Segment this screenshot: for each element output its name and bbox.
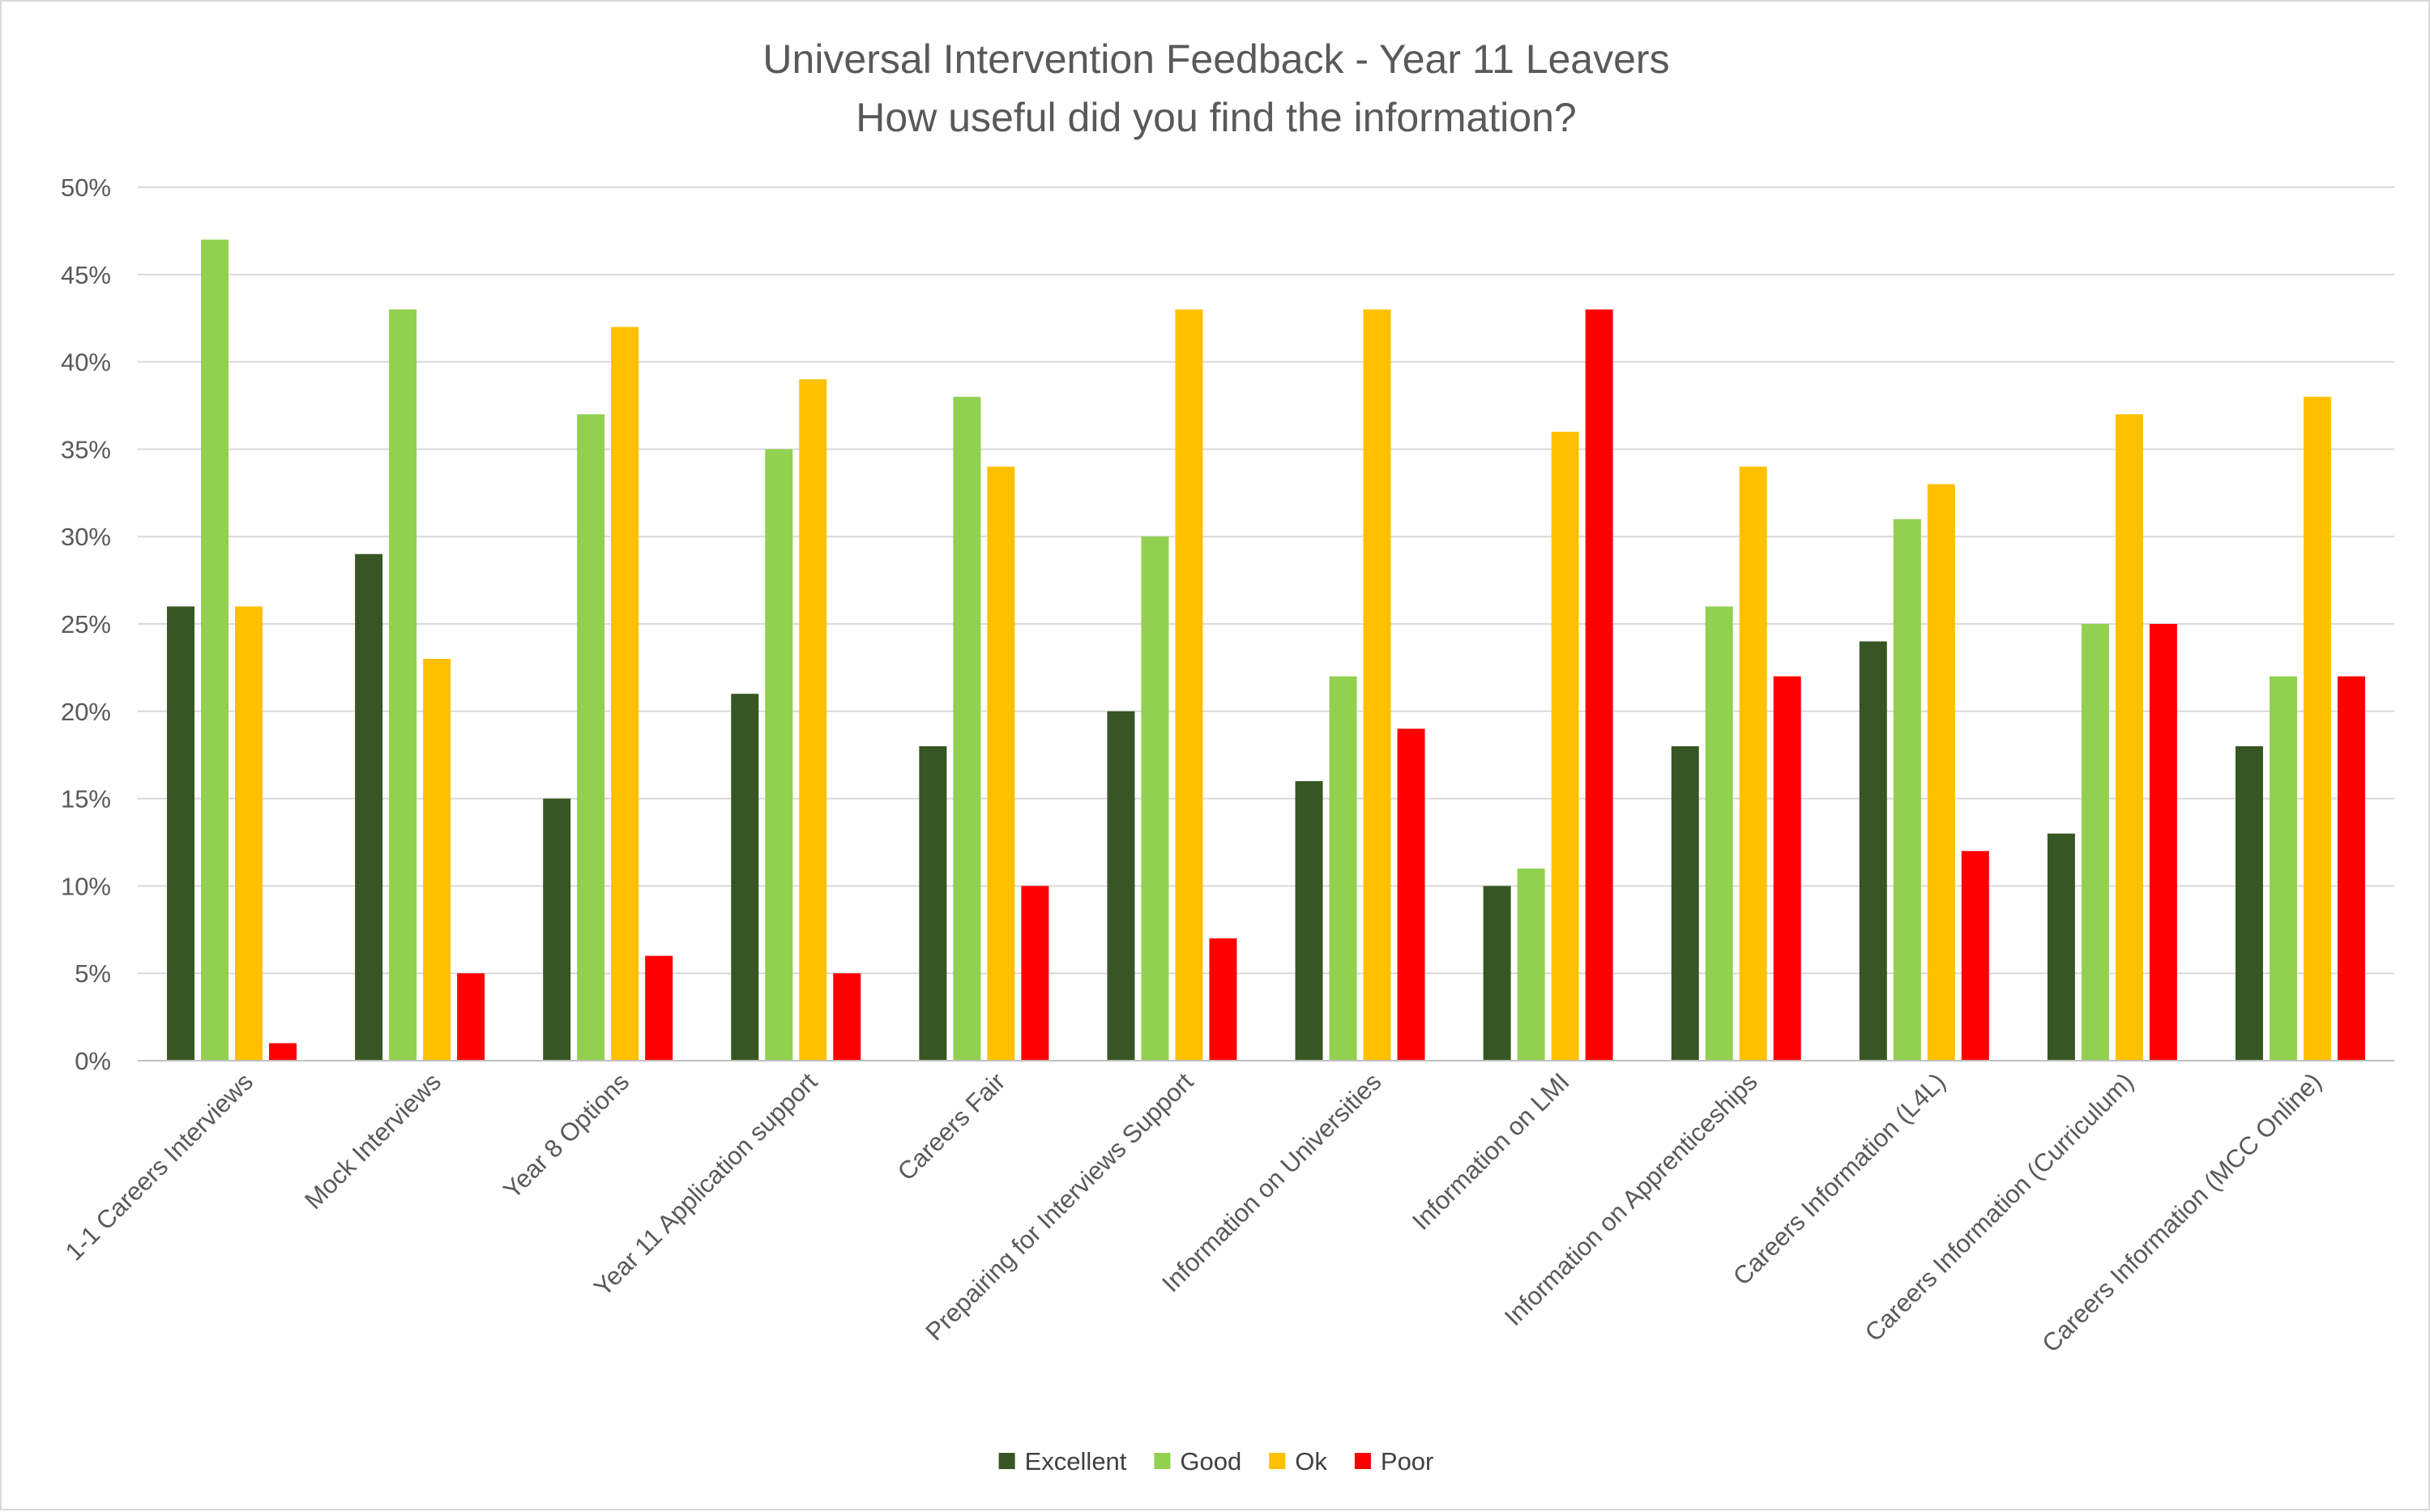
bar-ok <box>423 659 451 1061</box>
bar-excellent <box>919 745 947 1061</box>
bar-poor <box>1209 938 1237 1061</box>
x-category-label: Careers Information (L4L) <box>1727 1067 1951 1291</box>
y-tick-label: 40% <box>61 348 111 377</box>
bar-poor <box>2337 676 2365 1061</box>
bar-ok <box>2115 414 2143 1061</box>
bar-excellent <box>2235 745 2263 1061</box>
bar-ok <box>1739 466 1767 1061</box>
bar-good <box>2269 676 2297 1061</box>
x-category-label: Careers Fair <box>892 1067 1011 1186</box>
legend: Excellent Good Ok Poor <box>998 1447 1433 1476</box>
legend-label-poor: Poor <box>1381 1447 1433 1476</box>
bar-good <box>389 309 417 1061</box>
bar-good <box>1893 519 1921 1061</box>
bar-good <box>765 449 793 1061</box>
bar-ok <box>1927 484 1955 1061</box>
legend-swatch-poor <box>1354 1453 1371 1469</box>
x-category-label: Mock Interviews <box>299 1067 446 1215</box>
legend-label-excellent: Excellent <box>1025 1447 1127 1476</box>
bar-good <box>1141 536 1169 1061</box>
bar-ok <box>1175 309 1203 1061</box>
bar-ok <box>611 327 639 1061</box>
x-category-label: Year 11 Application support <box>588 1067 822 1301</box>
chart-subtitle: How useful did you find the information? <box>856 95 1576 140</box>
y-tick-label: 15% <box>61 785 111 814</box>
bar-poor <box>457 973 485 1061</box>
bar-excellent <box>1671 745 1699 1061</box>
y-tick-label: 25% <box>61 610 111 639</box>
bar-poor <box>1961 851 1989 1061</box>
y-tick-label: 45% <box>61 261 111 289</box>
bar-good <box>2081 624 2109 1061</box>
bar-ok <box>987 466 1015 1061</box>
x-category-label: 1-1 Careers Interviews <box>60 1067 258 1266</box>
bar-poor <box>269 1043 297 1061</box>
bar-ok <box>1363 309 1391 1061</box>
bar-ok <box>235 606 263 1061</box>
bar-poor <box>1397 728 1425 1061</box>
bar-good <box>1329 676 1357 1061</box>
bar-poor <box>1585 309 1613 1061</box>
bar-excellent <box>543 798 571 1061</box>
bar-ok <box>799 379 827 1061</box>
bar-good <box>577 414 605 1061</box>
bar-excellent <box>355 553 383 1061</box>
bar-poor <box>1773 676 1801 1061</box>
bar-poor <box>1021 886 1049 1061</box>
y-tick-label: 30% <box>61 523 111 551</box>
y-axis-ticks: 0% 5% 10% 15% 20% 25% 30% 35% 40% 45% 50% <box>61 173 111 1075</box>
bar-excellent <box>1107 711 1135 1061</box>
bar-excellent <box>167 606 195 1061</box>
gridlines <box>138 186 2394 975</box>
bar-excellent <box>2047 833 2075 1061</box>
bar-good <box>201 239 229 1061</box>
bars <box>167 239 2365 1061</box>
legend-label-ok: Ok <box>1295 1447 1327 1476</box>
y-tick-label: 10% <box>61 872 111 900</box>
bar-poor <box>2149 624 2177 1061</box>
x-category-label: Year 8 Options <box>498 1067 634 1204</box>
y-tick-label: 35% <box>61 435 111 463</box>
bar-good <box>1517 868 1545 1061</box>
bar-ok <box>1551 431 1579 1061</box>
y-tick-label: 5% <box>75 959 111 988</box>
y-tick-label: 50% <box>61 173 111 202</box>
y-tick-label: 20% <box>61 698 111 726</box>
legend-swatch-good <box>1154 1453 1171 1469</box>
x-category-label: Information on LMI <box>1407 1067 1575 1236</box>
x-category-label: Information on Universities <box>1156 1067 1386 1297</box>
bar-poor <box>833 973 861 1061</box>
bar-good <box>953 396 981 1061</box>
bar-excellent <box>1859 641 1887 1061</box>
bar-good <box>1705 606 1733 1061</box>
chart-title: Universal Intervention Feedback - Year 1… <box>762 36 1669 82</box>
bar-excellent <box>731 694 759 1061</box>
legend-swatch-ok <box>1269 1453 1286 1469</box>
bar-excellent <box>1295 781 1323 1061</box>
y-tick-label: 0% <box>75 1047 111 1075</box>
bar-excellent <box>1483 886 1511 1061</box>
bar-poor <box>645 955 673 1061</box>
legend-label-good: Good <box>1180 1447 1241 1476</box>
bar-ok <box>2303 396 2331 1061</box>
x-axis-categories: 1-1 Careers Interviews Mock Interviews Yea… <box>60 1067 2327 1358</box>
legend-swatch-excellent <box>998 1453 1015 1469</box>
